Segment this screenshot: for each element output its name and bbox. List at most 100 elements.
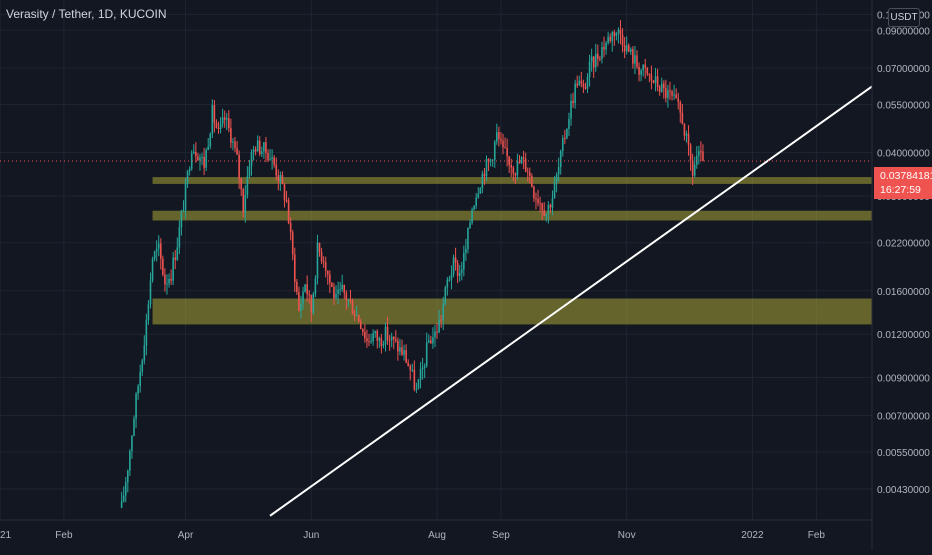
candle-body (508, 156, 510, 166)
candle-body (549, 205, 552, 208)
symbol-title[interactable]: Verasity / Tether, 1D, KUCOIN (6, 7, 167, 21)
candle-body (343, 284, 346, 293)
candle-body (496, 132, 498, 142)
candle-body (506, 148, 508, 157)
candle-body (265, 142, 267, 153)
candle-body (475, 197, 477, 207)
candle-body (184, 183, 187, 211)
candle-body (215, 123, 218, 128)
candle-body (386, 326, 389, 341)
candle-body (339, 289, 341, 291)
candle-body (442, 304, 445, 321)
candle-body (586, 76, 589, 89)
candle-body (547, 205, 550, 215)
candle-body (452, 257, 455, 275)
candle-body (157, 243, 160, 249)
candle-body (460, 269, 463, 273)
candle-body (487, 159, 490, 162)
candle-body (147, 304, 150, 320)
candle-body (219, 123, 222, 130)
currency-badge[interactable]: USDT (888, 8, 920, 27)
price-tick-label: 0.00550000 (877, 448, 930, 459)
candle-body (520, 157, 523, 164)
support-zone (152, 177, 872, 184)
time-tick-label: Feb (55, 530, 73, 541)
candle-body (182, 210, 185, 212)
candle-body (153, 251, 156, 259)
candle-body (522, 157, 525, 159)
support-zones (152, 177, 872, 325)
candle-body (698, 151, 700, 156)
candle-body (168, 279, 170, 284)
candle-body (145, 319, 148, 346)
candle-body (203, 156, 205, 168)
candle-body (465, 249, 467, 253)
candle-body (384, 326, 387, 345)
candle-body (372, 333, 374, 342)
candle-body (341, 284, 344, 290)
candle-body (149, 280, 152, 305)
candle-body (630, 49, 632, 52)
candle-body (275, 164, 278, 176)
time-tick-label: Feb (808, 530, 826, 541)
candle-body (648, 73, 651, 75)
candle-body (640, 70, 642, 75)
candle-body (254, 149, 257, 152)
candle-body (425, 342, 428, 366)
candle-body (658, 86, 661, 92)
candle-body (603, 46, 605, 50)
candle-body (221, 117, 224, 124)
support-zone (152, 210, 872, 221)
candle-body (456, 262, 459, 276)
candle-body (504, 147, 506, 149)
candle-body (580, 80, 583, 84)
candle-body (302, 291, 304, 304)
candle-body (446, 279, 449, 288)
time-axis[interactable]: 2021 Feb Apr Jun Aug Sep Nov 2022 Feb (0, 530, 825, 541)
candle-body (155, 248, 158, 252)
candle-body (448, 279, 451, 281)
candle-body (685, 133, 688, 136)
candle-body (283, 183, 286, 201)
candle-body (590, 56, 593, 62)
candle-body (531, 175, 533, 187)
candle-body (380, 338, 383, 346)
candle-body (500, 138, 502, 141)
candle-body (621, 34, 624, 46)
candle-body (285, 200, 288, 202)
candle-body (553, 182, 556, 199)
time-tick-label: Aug (428, 530, 446, 541)
candle-body (623, 45, 626, 52)
candle-body (159, 243, 162, 259)
candle-body (139, 371, 141, 387)
candle-body (225, 118, 228, 120)
candle-body (436, 331, 438, 333)
candle-body (434, 331, 436, 338)
candle-body (502, 140, 504, 148)
candle-body (689, 144, 692, 161)
candle-body (197, 156, 199, 161)
candle-body (454, 257, 457, 263)
trendline-layer (269, 85, 873, 517)
candle-body (192, 151, 195, 154)
candle-body (673, 94, 675, 96)
candle-body (469, 222, 471, 228)
candle-body (687, 133, 690, 145)
candle-body (551, 198, 554, 208)
candle-body (291, 232, 294, 255)
candle-body (199, 157, 201, 161)
last-price-value: 0.03784181 (880, 170, 932, 182)
candle-body (403, 350, 405, 355)
price-tick-label: 0.05500000 (877, 101, 930, 112)
candle-body (333, 286, 335, 299)
candle-body (122, 495, 125, 502)
candle-body (656, 76, 659, 87)
candle-body (397, 340, 399, 352)
candle-body (491, 159, 494, 161)
candle-body (405, 350, 407, 363)
candle-body (572, 100, 574, 104)
support-zone (152, 298, 872, 325)
candle-body (702, 151, 704, 161)
